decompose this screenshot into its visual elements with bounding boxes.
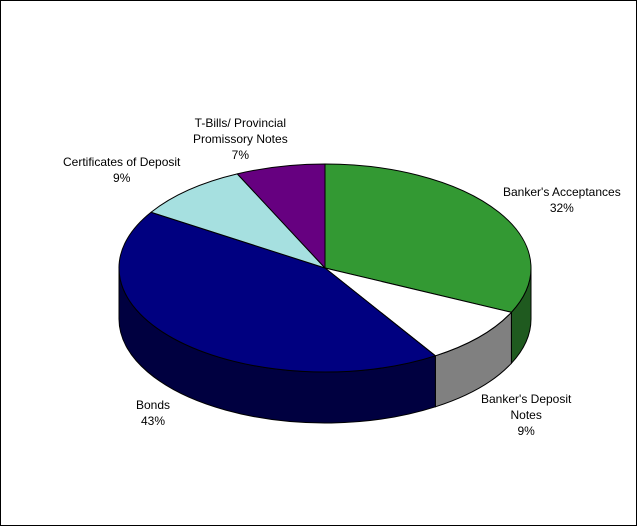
slice-percent: 9%: [517, 424, 535, 438]
slice-percent: 32%: [549, 201, 574, 215]
slice-name: Banker's Acceptances: [503, 185, 621, 199]
slice-percent: 7%: [231, 148, 250, 162]
pie-slice-t-bills-provincial-promissory-notes: [236, 163, 326, 269]
slice-name-line2: Promissory Notes: [193, 132, 288, 146]
slice-percent: 9%: [113, 171, 131, 185]
slice-name: T-Bills/ Provincial: [194, 116, 287, 130]
slice-name: Banker's Deposit: [481, 392, 572, 406]
pie-slice-banker-s-acceptances: [324, 163, 532, 313]
slice-name: Certificates of Deposit: [63, 155, 181, 169]
slice-label-certificates-of-deposit: Certificates of Deposit 9%: [63, 154, 180, 186]
pie-top: [118, 163, 532, 373]
slice-percent: 43%: [141, 414, 166, 428]
pie-slice-banker-s-deposit-notes: [324, 267, 512, 357]
slice-label-bonds: Bonds 43%: [136, 397, 170, 429]
pie-slice-certificates-of-deposit: [150, 173, 326, 269]
pie-slice-bonds: [118, 211, 436, 373]
slice-label-bankers-deposit-notes: Banker's Deposit Notes 9%: [481, 391, 571, 439]
slice-name-line2: Notes: [510, 408, 542, 422]
slice-name: Bonds: [136, 398, 171, 412]
slice-label-bankers-acceptances: Banker's Acceptances 32%: [503, 184, 621, 216]
slice-label-tbills-provincial-promissory-notes: T-Bills/ Provincial Promissory Notes 7%: [193, 115, 288, 163]
